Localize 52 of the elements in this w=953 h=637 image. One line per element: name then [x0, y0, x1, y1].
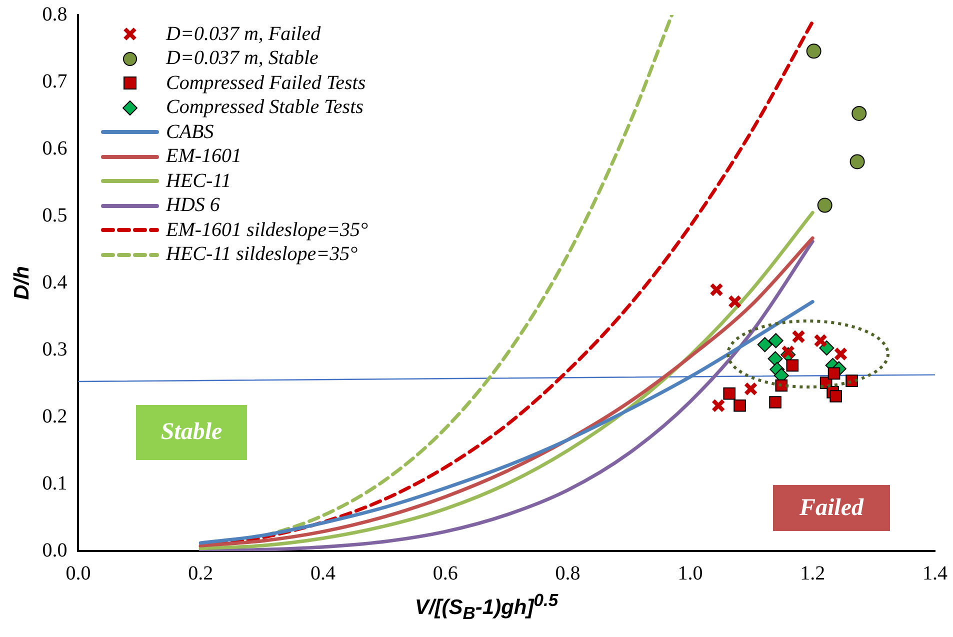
point: [768, 351, 783, 366]
legend-label: Compressed Failed Tests: [166, 72, 366, 95]
legend-label: HEC-11: [166, 170, 232, 193]
x-tick-label: 0.0: [66, 562, 91, 584]
point: [781, 345, 796, 359]
y-tick-label: 0.6: [42, 137, 68, 160]
point: [768, 333, 784, 348]
x-tick-label: 1.2: [800, 562, 826, 584]
x-tick-label: 0.8: [555, 562, 580, 584]
y-tick-label: 0.7: [42, 70, 68, 92]
legend-label: Compressed Stable Tests: [166, 96, 364, 120]
annotation: Stable: [136, 405, 247, 460]
point: [830, 390, 842, 402]
y-axis-title: D/h: [10, 266, 34, 300]
point: [723, 387, 736, 400]
point: [834, 347, 848, 361]
point: [792, 330, 806, 344]
y-tick-label: 0.3: [42, 338, 68, 360]
y-tick-label: 0.8: [42, 3, 68, 26]
point: [806, 44, 822, 59]
x-axis-title: V/[(S$_{B}$-1)gh]$^{0.5}$: [414, 590, 560, 624]
point: [817, 198, 832, 213]
x-tick-label: 0.6: [432, 562, 458, 584]
point: [744, 382, 758, 396]
point: [711, 398, 726, 413]
legend-label: EM-1601 sildeslope=35°: [166, 218, 368, 242]
y-tick-label: 0.4: [42, 271, 68, 294]
point: [814, 334, 828, 348]
x-tick-label: 1.4: [922, 562, 948, 584]
y-tick-label: 0.1: [42, 472, 68, 494]
y-tick-label: 0.5: [42, 204, 68, 226]
point: [710, 282, 724, 297]
y-tick-label: 0.0: [42, 539, 68, 562]
point: [757, 337, 772, 352]
point: [728, 294, 742, 309]
legend-label: EM-1601: [166, 145, 242, 168]
x-tick-label: 0.4: [310, 562, 336, 584]
point: [828, 367, 840, 380]
legend-label: CABS: [166, 120, 214, 144]
legend-label: D=0.037 m, Stable: [166, 47, 318, 70]
legend-label: D=0.037 m, Failed: [166, 22, 321, 46]
x-tick-label: 1.0: [678, 562, 703, 584]
point: [769, 396, 782, 408]
x-tick-label: 0.2: [188, 562, 214, 584]
y-tick-label: 0.2: [42, 405, 68, 428]
legend-label: HDS 6: [166, 194, 220, 218]
point: [786, 359, 799, 372]
point: [734, 399, 746, 412]
annotation: Failed: [773, 485, 890, 531]
legend-label: HEC-11 sildeslope=35°: [166, 243, 358, 266]
point: [852, 106, 867, 121]
point: [850, 154, 865, 170]
